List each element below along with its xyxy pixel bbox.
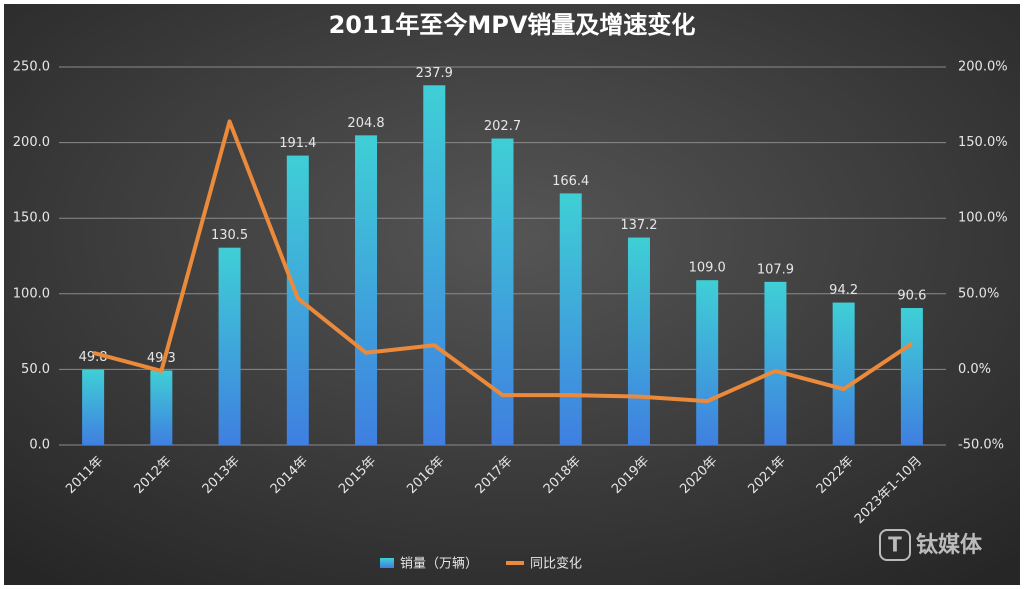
bar <box>627 237 650 445</box>
value-label: 49.8 <box>79 350 108 365</box>
value-label: 191.4 <box>279 136 316 151</box>
line <box>92 119 913 404</box>
y-tick-label: 250.0 <box>13 60 50 75</box>
value-label: 204.8 <box>347 116 384 131</box>
y2-tick-label: 150.0% <box>958 135 1008 150</box>
bar <box>491 138 514 446</box>
legend-label: 销量（万辆） <box>400 557 478 572</box>
value-label: 107.9 <box>757 262 794 277</box>
y-tick-label: 0.0 <box>29 438 50 453</box>
value-label: 202.7 <box>484 119 521 134</box>
bar <box>82 369 105 445</box>
value-label: 49.3 <box>147 351 176 366</box>
y2-tick-label: 0.0% <box>958 362 991 377</box>
bar <box>559 193 582 445</box>
y-tick-label: 150.0 <box>13 211 50 226</box>
value-label: 109.0 <box>689 261 726 276</box>
bar <box>764 281 787 445</box>
watermark: 钛媒体 <box>916 532 983 558</box>
bar <box>832 302 855 445</box>
watermark-icon-letter: T <box>888 533 902 557</box>
value-label: 94.2 <box>829 283 858 298</box>
bar <box>696 280 719 445</box>
value-label: 166.4 <box>552 174 589 189</box>
bar <box>423 85 446 445</box>
value-label: 137.2 <box>620 218 657 233</box>
bar <box>218 247 241 445</box>
value-label: 237.9 <box>416 66 453 81</box>
y-tick-label: 200.0 <box>13 135 50 150</box>
watermark-icon <box>879 529 911 561</box>
legend-label: 同比变化 <box>530 556 582 572</box>
y2-tick-label: -50.0% <box>958 438 1004 453</box>
y2-tick-label: 200.0% <box>958 60 1008 75</box>
y-tick-label: 100.0 <box>13 286 50 301</box>
y2-tick-label: 50.0% <box>958 286 999 301</box>
y2-tick-label: 100.0% <box>958 211 1008 226</box>
bar <box>150 370 173 445</box>
bar <box>900 308 923 445</box>
value-label: 90.6 <box>897 289 926 304</box>
value-label: 130.5 <box>211 228 248 243</box>
chart-title: 2011年至今MPV销量及增速变化 <box>329 11 696 39</box>
y-tick-label: 50.0 <box>21 362 50 377</box>
legend-swatch <box>380 558 394 568</box>
bar <box>355 135 378 445</box>
